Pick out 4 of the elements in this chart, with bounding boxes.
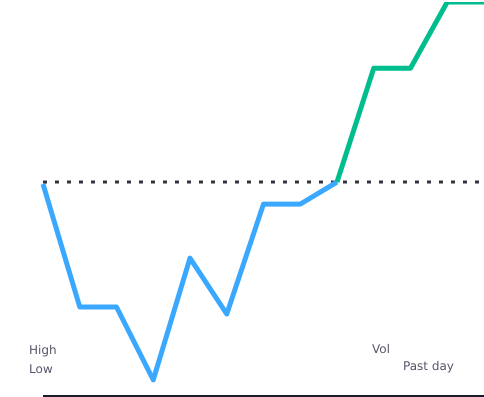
annotation: High: [29, 343, 57, 357]
annotation: Vol: [372, 342, 390, 356]
annotation: Low: [29, 362, 53, 376]
annotation: Past day: [403, 359, 454, 373]
